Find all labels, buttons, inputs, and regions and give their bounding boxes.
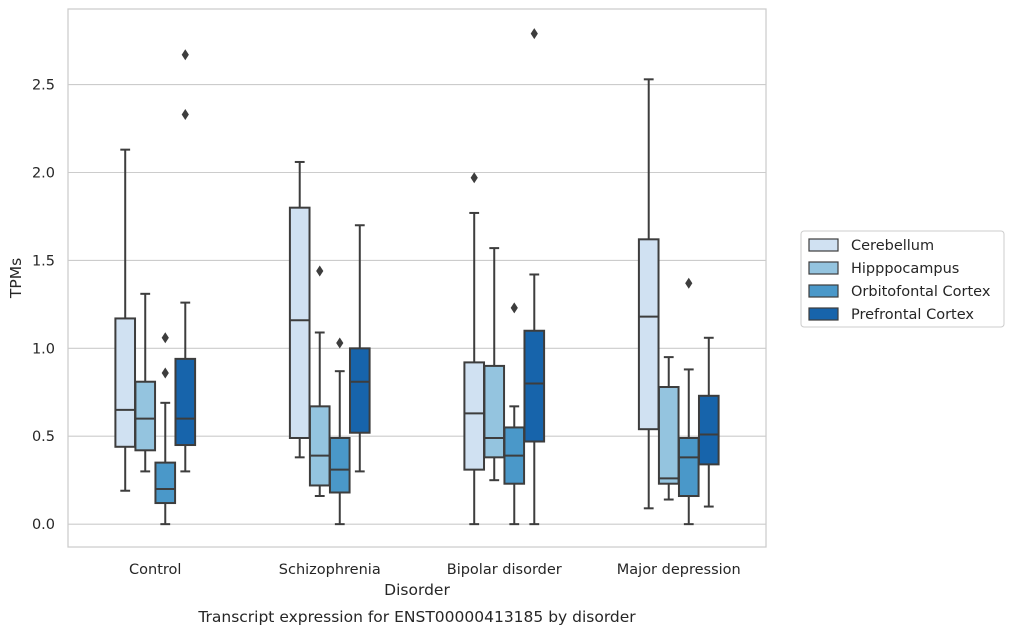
box-hipppocampus [308, 265, 331, 498]
legend-label: Orbitofontal Cortex [851, 284, 991, 300]
y-tick-label: 0.5 [32, 429, 55, 445]
legend-label: Hipppocampus [851, 261, 959, 277]
outlier-point [161, 332, 169, 344]
x-axis-label: Disorder [384, 581, 450, 599]
outlier-point [510, 302, 518, 314]
box-orbitofontal-cortex [677, 277, 700, 526]
box-plot-series [114, 28, 720, 526]
box-iqr [134, 380, 157, 452]
box-prefrontal-cortex [697, 336, 720, 508]
box-iqr [677, 436, 700, 498]
legend-swatch [808, 261, 839, 275]
outlier-point [470, 172, 478, 184]
chart-legend: Cerebellum Hipppocampus Orbitofontal Corte… [800, 230, 1005, 328]
box-prefrontal-cortex [523, 28, 546, 526]
y-tick-label: 1.5 [32, 253, 55, 269]
legend-label: Cerebellum [851, 238, 934, 254]
box-cerebellum [114, 148, 137, 492]
box-iqr [483, 364, 506, 459]
x-tick-label: Major depression [617, 562, 741, 578]
outlier-point [685, 277, 693, 289]
legend-swatch [808, 284, 839, 298]
box-iqr [697, 394, 720, 466]
box-hipppocampus [134, 292, 157, 473]
x-tick-label: Bipolar disorder [447, 562, 562, 578]
outlier-point [530, 28, 538, 40]
box-iqr [114, 317, 137, 448]
x-axis-ticks: Control Schizophrenia Bipolar disorder Majo… [129, 562, 741, 578]
legend-swatch [808, 307, 839, 321]
y-tick-label: 2.0 [32, 166, 55, 182]
plot-frame [67, 8, 767, 548]
legend-frame [800, 230, 1005, 328]
box-iqr [637, 238, 660, 431]
chart-caption: Transcript expression for ENST0000041318… [197, 608, 636, 626]
y-axis-label: TPMs [7, 258, 25, 299]
legend-swatch [808, 238, 839, 252]
y-tick-label: 2.5 [32, 78, 55, 94]
outlier-point [316, 265, 324, 277]
box-iqr [328, 436, 351, 494]
box-orbitofontal-cortex [503, 302, 526, 526]
box-cerebellum [463, 172, 486, 526]
box-cerebellum [637, 78, 660, 510]
box-iqr [523, 329, 546, 443]
box-iqr [348, 347, 371, 434]
box-iqr [657, 386, 680, 485]
x-tick-label: Schizophrenia [279, 562, 381, 578]
box-hipppocampus [657, 356, 680, 501]
outlier-point [161, 367, 169, 379]
box-orbitofontal-cortex [154, 332, 177, 526]
box-orbitofontal-cortex [328, 337, 351, 526]
outlier-point [336, 337, 344, 349]
y-axis-ticks: 0.0 0.5 1.0 1.5 2.0 2.5 [32, 78, 55, 534]
box-iqr [288, 206, 311, 439]
box-prefrontal-cortex [174, 49, 197, 473]
box-iqr [463, 361, 486, 471]
box-cerebellum [288, 160, 311, 459]
box-iqr [174, 357, 197, 447]
y-tick-label: 0.0 [32, 517, 55, 533]
x-tick-label: Control [129, 562, 181, 578]
y-tick-label: 1.0 [32, 341, 55, 357]
box-iqr [308, 405, 331, 487]
box-hipppocampus [483, 247, 506, 482]
outlier-point [181, 49, 189, 61]
legend-label: Prefrontal Cortex [851, 307, 974, 323]
box-prefrontal-cortex [348, 224, 371, 473]
outlier-point [181, 108, 189, 120]
box-iqr [154, 461, 177, 505]
